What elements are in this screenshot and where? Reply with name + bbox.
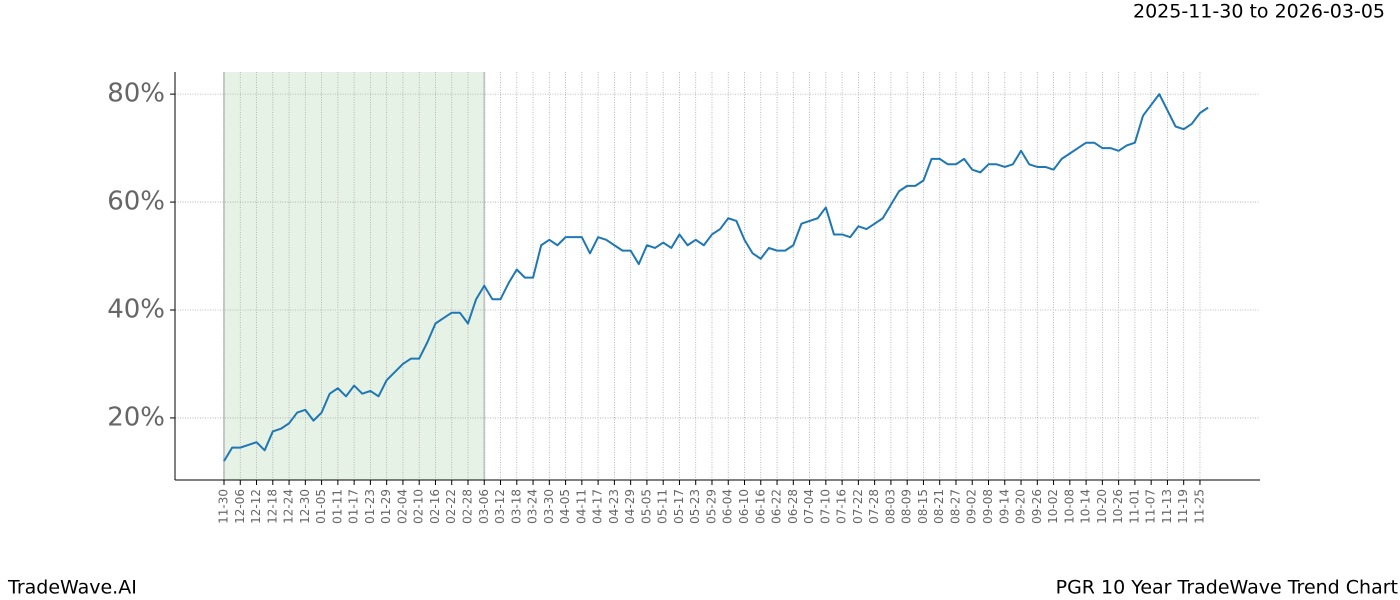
x-tick-label: 12-24 [282, 489, 296, 524]
x-tick-label: 05-23 [688, 489, 702, 524]
x-tick-label: 07-16 [835, 489, 849, 524]
x-tick-label: 02-16 [428, 489, 442, 524]
x-tick-label: 04-11 [574, 489, 588, 524]
x-tick-label: 03-12 [493, 489, 507, 524]
x-tick-label: 01-11 [330, 489, 344, 524]
x-tick-label: 05-17 [672, 489, 686, 524]
y-tick-label: 60% [107, 187, 165, 217]
x-tick-label: 10-08 [1062, 489, 1076, 524]
x-tick-label: 09-20 [1014, 489, 1028, 524]
x-tick-label: 12-06 [233, 489, 247, 524]
x-tick-label: 11-30 [217, 489, 231, 524]
x-tick-label: 07-04 [802, 489, 816, 524]
x-tick-label: 01-05 [314, 489, 328, 524]
trend-line [223, 93, 1209, 462]
x-tick-label: 07-10 [818, 489, 832, 524]
x-tick-label: 03-24 [526, 489, 540, 524]
x-tick-label: 12-18 [265, 489, 279, 524]
x-tick-label: 11-13 [1160, 489, 1174, 524]
x-tick-label: 06-22 [770, 489, 784, 524]
x-tick-label: 11-25 [1192, 489, 1206, 524]
y-tick-label: 40% [107, 295, 165, 325]
x-tick-label: 11-01 [1127, 489, 1141, 524]
x-tick-label: 08-27 [948, 489, 962, 524]
x-tick-label: 04-17 [591, 489, 605, 524]
x-tick-label: 01-29 [379, 489, 393, 524]
x-tick-label: 10-20 [1095, 489, 1109, 524]
x-tick-label: 04-05 [558, 489, 572, 524]
x-tick-label: 08-21 [932, 489, 946, 524]
x-tick-label: 07-22 [851, 489, 865, 524]
x-tick-label: 10-02 [1046, 489, 1060, 524]
x-tick-label: 01-17 [347, 489, 361, 524]
x-tick-label: 09-08 [981, 489, 995, 524]
x-tick-label: 05-29 [704, 489, 718, 524]
x-tick-label: 08-15 [916, 489, 930, 524]
highlight-region [224, 72, 485, 480]
x-tick-label: 12-30 [298, 489, 312, 524]
x-tick-label: 06-10 [737, 489, 751, 524]
x-tick-label: 11-07 [1144, 489, 1158, 524]
x-tick-label: 03-18 [509, 489, 523, 524]
x-tick-label: 09-26 [1030, 489, 1044, 524]
x-tick-label: 08-03 [883, 489, 897, 524]
chart-title: PGR 10 Year TradeWave Trend Chart [1056, 577, 1398, 599]
x-tick-label: 09-02 [965, 489, 979, 524]
x-tick-label: 07-28 [867, 489, 881, 524]
brand: TradeWave.AI [7, 577, 137, 599]
x-tick-label: 02-04 [395, 489, 409, 524]
x-tick-label: 09-14 [997, 489, 1011, 524]
x-tick-label: 03-30 [542, 489, 556, 524]
x-tick-label: 04-29 [623, 489, 637, 524]
y-tick-label: 80% [107, 79, 165, 109]
x-tick-label: 02-22 [444, 489, 458, 524]
x-tick-label: 01-23 [363, 489, 377, 524]
x-tick-label: 05-05 [639, 489, 653, 524]
x-tick-label: 06-04 [721, 489, 735, 524]
y-tick-label: 20% [107, 402, 165, 432]
date-range: 2025-11-30 to 2026-03-05 [1133, 1, 1385, 23]
x-tick-label: 06-28 [786, 489, 800, 524]
x-tick-label: 12-12 [249, 489, 263, 524]
x-tick-label: 10-14 [1079, 489, 1093, 524]
x-tick-label: 10-26 [1111, 489, 1125, 524]
x-tick-label: 06-16 [753, 489, 767, 524]
x-tick-label: 02-10 [412, 489, 426, 524]
x-tick-label: 08-09 [900, 489, 914, 524]
x-tick-label: 05-11 [656, 489, 670, 524]
x-tick-label: 03-06 [477, 489, 491, 524]
x-tick-label: 04-23 [607, 489, 621, 524]
x-tick-label: 11-19 [1176, 489, 1190, 524]
x-tick-label: 02-28 [460, 489, 474, 524]
